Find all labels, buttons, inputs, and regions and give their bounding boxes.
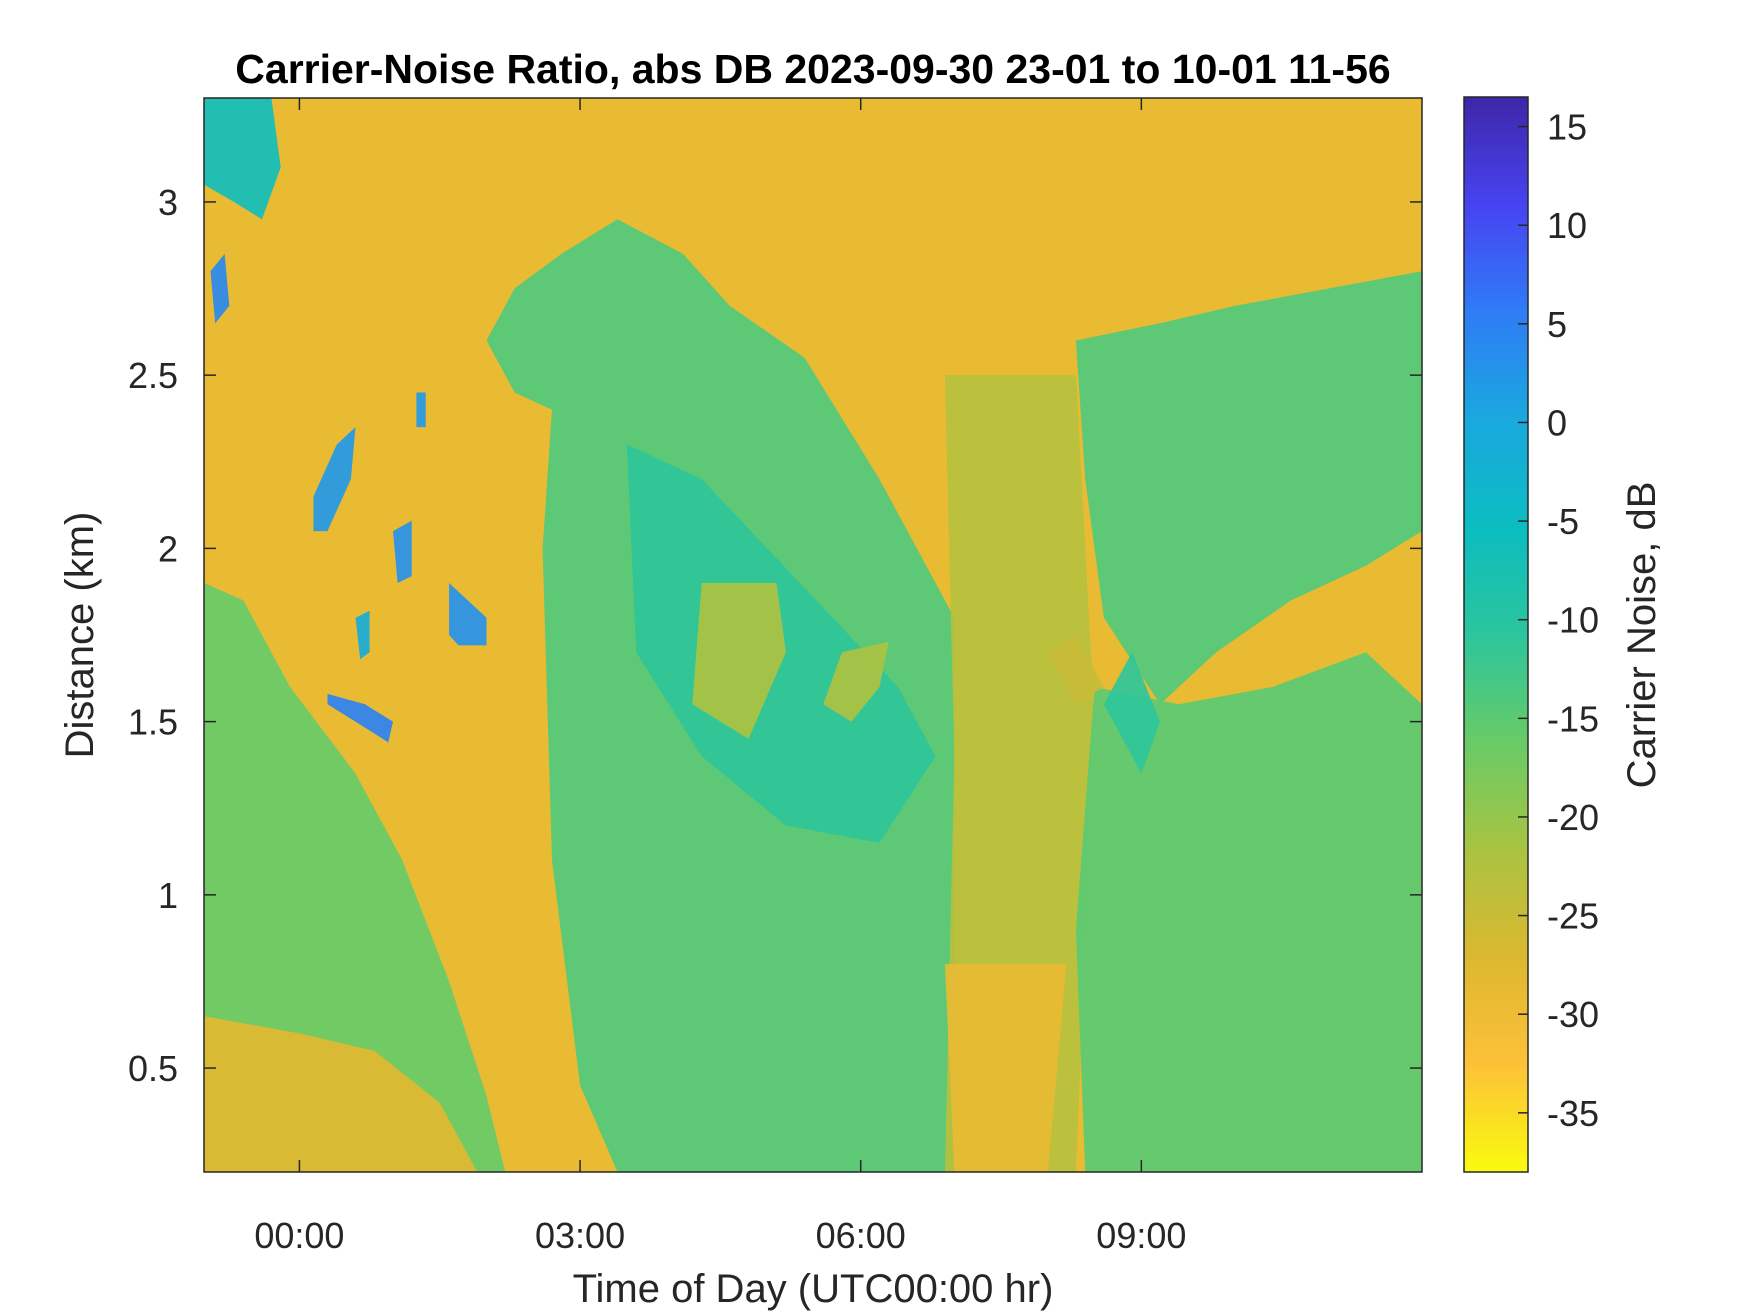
colorbar-tick-label: 0 (1547, 402, 1567, 443)
heatmap-region-14 (449, 583, 487, 646)
y-tick-label: 3 (158, 182, 178, 223)
x-axis-ticks: 00:00 03:00 06:00 09:00 (254, 98, 1186, 1256)
y-axis-label: Distance (km) (58, 512, 102, 759)
x-tick-label: 00:00 (254, 1215, 344, 1256)
colorbar-tick-label: -10 (1547, 600, 1599, 641)
colorbar-tick-label: 15 (1547, 107, 1587, 148)
heatmap-regions (204, 98, 1422, 1172)
heatmap-region-19 (416, 392, 426, 428)
colorbar-tick-label: -20 (1547, 797, 1599, 838)
heatmap-region-7 (944, 964, 1067, 1172)
colorbar-tick-label: 5 (1547, 304, 1567, 345)
colorbar-tick-label: -30 (1547, 994, 1599, 1035)
x-tick-label: 03:00 (535, 1215, 625, 1256)
x-axis-label: Time of Day (UTC00:00 hr) (573, 1267, 1054, 1311)
colorbar (1463, 96, 1529, 1173)
colorbar-tick-label: -35 (1547, 1093, 1599, 1134)
x-tick-label: 09:00 (1096, 1215, 1186, 1256)
y-tick-label: 2.5 (128, 355, 178, 396)
heatmap-region-12 (327, 693, 393, 743)
chart-title: Carrier-Noise Ratio, abs DB 2023-09-30 2… (235, 46, 1390, 92)
colorbar-tick-label: -5 (1547, 501, 1579, 542)
heatmap-region-5 (823, 641, 889, 722)
y-tick-label: 1 (158, 875, 178, 916)
heatmap-plot-area (204, 98, 1422, 1172)
y-axis-ticks: 0.5 1 1.5 2 2.5 3 (128, 182, 1422, 1089)
heatmap-region-9 (1075, 652, 1422, 1172)
heatmap-region-18 (355, 610, 370, 660)
heatmap-region-1 (204, 1016, 478, 1172)
colorbar-tick-label: 10 (1547, 205, 1587, 246)
heatmap-region-4 (692, 583, 786, 739)
colorbar-tick-label: -15 (1547, 698, 1599, 739)
y-tick-label: 1.5 (128, 702, 178, 743)
colorbar-ticks: 15 10 5 0 -5 -10 -15 -20 -25 -30 -35 (1518, 107, 1599, 1134)
y-tick-label: 2 (158, 528, 178, 569)
heatmap-region-17 (204, 98, 281, 220)
heatmap-region-10 (1103, 652, 1161, 774)
heatmap-region-11 (1047, 635, 1104, 705)
heatmap-region-15 (393, 520, 412, 583)
heatmap-region-0 (204, 583, 506, 1172)
colorbar-label: Carrier Noise, dB (1620, 482, 1664, 789)
y-tick-label: 0.5 (128, 1048, 178, 1089)
heatmap-region-16 (210, 253, 230, 324)
heatmap-region-13 (313, 427, 356, 532)
plot-area-frame (203, 97, 1423, 1173)
x-tick-label: 06:00 (816, 1215, 906, 1256)
colorbar-tick-label: -25 (1547, 896, 1599, 937)
heatmap-region-8 (1075, 271, 1422, 705)
